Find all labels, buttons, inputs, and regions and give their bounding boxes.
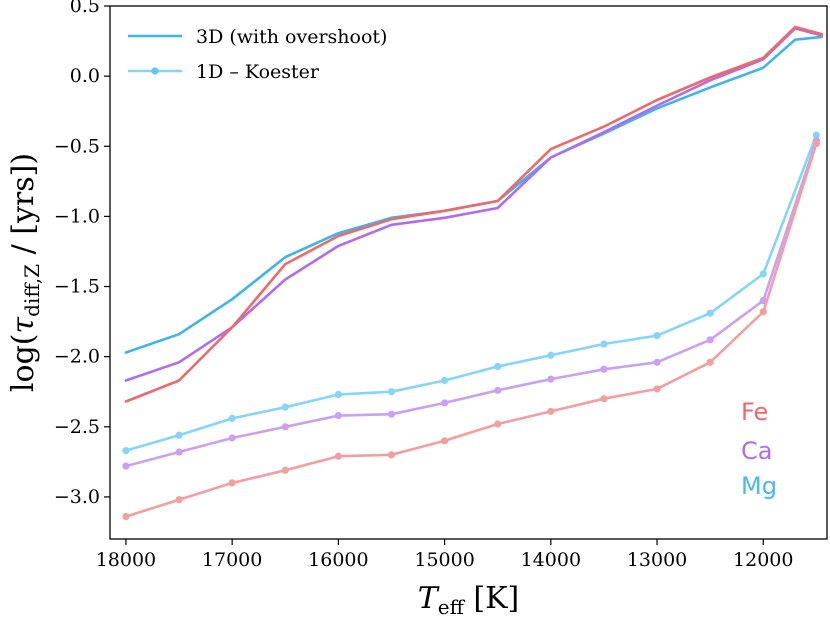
data-point-ca-1d: [494, 386, 502, 394]
data-point-ca-1d: [441, 399, 449, 407]
data-point-mg-1d: [441, 376, 449, 385]
data-point-fe-1d: [494, 420, 502, 428]
data-point-ca-1d: [706, 336, 714, 344]
y-tick-label: −1.0: [54, 205, 100, 227]
y-axis-label: log(τdiff,Z / [yrs]): [6, 153, 44, 392]
x-axis-label: Teff [K]: [418, 581, 519, 617]
legend-label-1d: 1D – Koester: [196, 61, 320, 83]
legend-marker-1d: [151, 67, 159, 75]
data-point-fe-1d: [334, 452, 342, 460]
data-point-mg-1d: [706, 309, 714, 317]
data-point-mg-1d: [387, 388, 396, 396]
data-point-fe-1d: [441, 437, 449, 445]
data-point-ca-1d: [547, 375, 555, 383]
data-point-ca-1d: [387, 410, 396, 418]
x-tick-label: 17000: [202, 549, 262, 571]
element-labels: Fe Ca Mg: [741, 398, 777, 500]
data-point-mg-1d: [600, 340, 608, 348]
y-tick-label: −0.5: [54, 135, 100, 157]
data-point-ca-1d: [600, 365, 608, 373]
x-tick-label: 14000: [521, 549, 581, 571]
data-point-mg-1d: [175, 431, 183, 439]
data-point-mg-1d: [494, 362, 502, 371]
series-layer: [122, 25, 824, 521]
data-point-ca-1d: [653, 358, 661, 366]
data-point-fe-1d: [387, 451, 396, 459]
data-point-fe-1d: [122, 512, 130, 521]
series-line-ca-3d: [124, 27, 824, 382]
plot-frame: [109, 5, 828, 540]
x-tick-label: 16000: [308, 549, 368, 571]
data-point-fe-1d: [547, 407, 555, 415]
data-point-mg-1d: [547, 351, 555, 359]
x-tick-label: 15000: [414, 549, 474, 571]
y-tick-label: −2.5: [54, 416, 100, 438]
data-point-mg-1d: [812, 131, 820, 139]
element-label-mg: Mg: [741, 472, 777, 500]
legend-label-3d: 3D (with overshoot): [196, 26, 387, 48]
data-point-fe-1d: [653, 385, 661, 393]
data-point-fe-1d: [175, 496, 183, 504]
data-point-ca-1d: [228, 434, 236, 442]
series-line-fe-3d: [124, 25, 824, 403]
x-axis-ticks: 18000 17000 16000 15000 14000 13000 12000: [96, 539, 793, 571]
y-tick-label: 0.0: [70, 65, 100, 87]
series-line-ca-1d: [124, 139, 818, 468]
data-point-mg-1d: [334, 390, 342, 399]
data-point-mg-1d: [653, 332, 661, 340]
element-label-fe: Fe: [741, 398, 768, 426]
x-tick-label: 18000: [96, 549, 156, 571]
element-label-ca: Ca: [741, 437, 772, 465]
y-tick-label: −2.0: [54, 346, 100, 368]
data-point-mg-1d: [122, 447, 130, 455]
data-point-mg-1d: [281, 403, 289, 411]
series-line-mg-1d: [124, 133, 818, 452]
data-point-ca-1d: [334, 411, 342, 420]
x-tick-label: 12000: [733, 549, 793, 571]
legend: 3D (with overshoot) 1D – Koester: [128, 26, 387, 83]
data-point-mg-1d: [759, 270, 767, 278]
data-point-fe-1d: [281, 466, 289, 474]
y-tick-label: 0.5: [70, 0, 100, 17]
data-point-fe-1d: [812, 139, 820, 148]
data-point-fe-1d: [759, 308, 767, 316]
data-point-ca-1d: [281, 423, 289, 431]
data-point-mg-1d: [228, 414, 236, 422]
data-point-fe-1d: [600, 395, 608, 403]
y-axis-ticks: 0.5 0.0 −0.5 −1.0 −1.5 −2.0 −2.5 −3.0: [54, 0, 110, 508]
data-point-fe-1d: [228, 479, 236, 487]
data-point-fe-1d: [706, 358, 714, 366]
data-point-ca-1d: [175, 448, 183, 456]
y-tick-label: −1.5: [54, 276, 100, 298]
data-point-ca-1d: [122, 462, 130, 470]
series-line-fe-1d: [124, 142, 818, 518]
x-tick-label: 13000: [627, 549, 687, 571]
y-tick-label: −3.0: [54, 486, 100, 508]
